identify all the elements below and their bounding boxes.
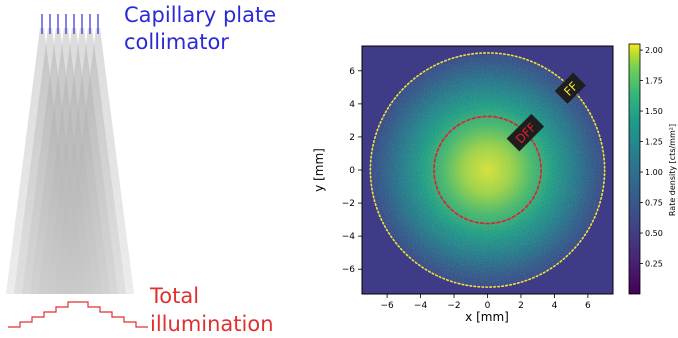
annotation-circle-dff [433,115,542,225]
colorbar-tick-label: 0.75 [645,199,663,208]
colorbar-tick-label: 1.50 [645,107,663,116]
x-tick-label: 4 [552,301,558,311]
beam-cone [62,28,134,294]
collimator-label-line1: Capillary plate [124,3,276,27]
y-tick-label: −6 [342,265,356,275]
colorbar-tick-label: 0.25 [645,260,663,269]
colorbar-tick-label: 1.25 [645,138,663,147]
beam-intensity-disk [370,52,605,288]
annotation-circle-ff [369,52,606,288]
y-tick-label: −4 [342,232,356,242]
illumination-label-line2: illumination [150,312,274,336]
x-tick-label: 0 [485,301,491,311]
colorbar-label: Rate density [cts/mm²] [668,124,677,216]
y-tick-label: 4 [349,100,355,110]
colorbar-ticks: 0.25 0.50 0.75 1.00 1.25 1.50 1.75 2.00 [640,46,663,269]
colorbar [628,43,641,295]
colorbar-tick-label: 1.75 [645,77,663,86]
x-tick-label: 6 [585,301,591,311]
y-tick-label: 6 [349,67,355,77]
y-tick-label: 0 [349,166,355,176]
annotation-label-ff: FF [554,72,586,104]
y-axis-ticks: −6 −4 −2 0 2 4 6 [342,67,362,275]
x-tick-label: −2 [447,301,460,311]
y-axis-label: y [mm] [312,148,326,192]
collimator-schematic: Capillary plate collimator Total illumin… [6,3,276,336]
illumination-profile [8,301,148,328]
collimator-capillaries [41,14,99,34]
x-tick-label: −4 [414,301,428,311]
y-tick-label: −2 [342,199,355,209]
x-axis-ticks: −6 −4 −2 0 2 4 6 [380,294,591,311]
x-axis-label: x [mm] [465,310,509,324]
x-tick-label: −6 [380,301,394,311]
collimator-label-line2: collimator [124,30,229,54]
illumination-label-line1: Total [149,284,199,308]
x-tick-label: 2 [518,301,524,311]
y-tick-label: 2 [349,133,355,143]
colorbar-tick-label: 0.50 [645,229,663,238]
colorbar-tick-label: 2.00 [645,46,663,55]
colorbar-tick-label: 1.00 [645,168,663,177]
beam-fan [6,28,134,294]
